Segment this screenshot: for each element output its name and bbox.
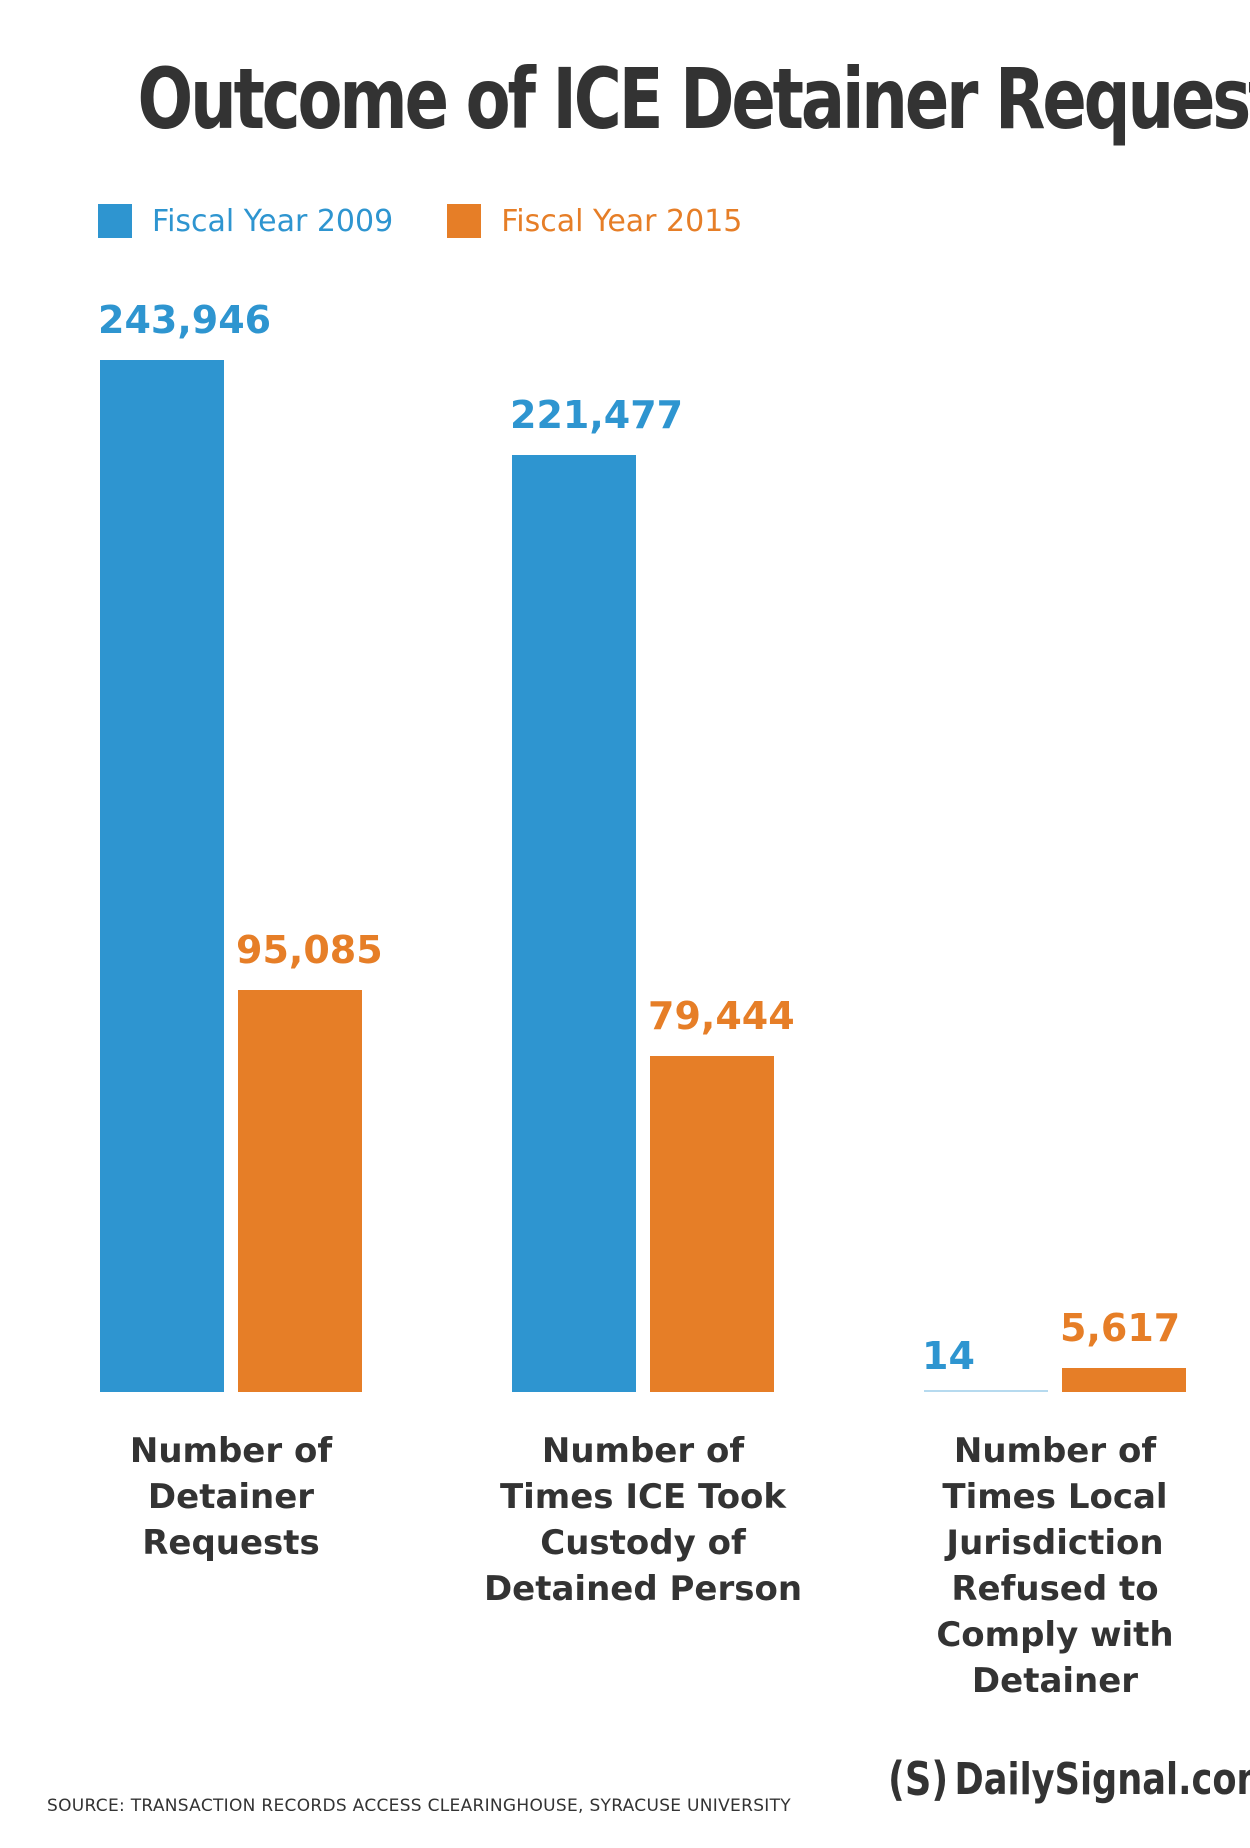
category-label-2-line-4: Detained Person: [483, 1569, 803, 1609]
category-label-2-line-3: Custody of: [540, 1523, 746, 1563]
value-label-fy2015-cat1: 95,085: [236, 928, 383, 972]
legend-item-fy2009: Fiscal Year 2009: [98, 204, 393, 239]
value-label-fy2009-cat3: 14: [922, 1334, 975, 1378]
category-label-3-line-5: Comply with: [936, 1615, 1174, 1655]
legend-item-fy2015: Fiscal Year 2015: [447, 204, 742, 239]
chart-title: Outcome of ICE Detainer Requests: [137, 50, 1250, 148]
category-label-3-line-1: Number of: [953, 1431, 1157, 1471]
legend-swatch-fy2009: [98, 204, 132, 238]
brand-name: DailySignal.com: [954, 1753, 1250, 1805]
category-label-3-line-2: Times Local: [942, 1477, 1168, 1517]
value-label-fy2009-cat1: 243,946: [98, 298, 272, 342]
bar-fy2015-cat1: [238, 990, 362, 1392]
source-note: SOURCE: TRANSACTION RECORDS ACCESS CLEAR…: [47, 1796, 791, 1816]
bar-fy2009-cat1: [100, 360, 224, 1392]
legend-swatch-fy2015: [447, 204, 482, 238]
brand-logo: (S) DailySignal.com: [888, 1752, 1250, 1806]
value-label-fy2015-cat2: 79,444: [648, 994, 795, 1038]
value-label-fy2009-cat2: 221,477: [510, 393, 684, 437]
legend-label-fy2015: Fiscal Year 2015: [501, 203, 743, 239]
legend: Fiscal Year 2009 Fiscal Year 2015: [98, 200, 796, 242]
category-label-1: Number of Detainer Requests: [51, 1428, 411, 1566]
category-label-2: Number of Times ICE Took Custody of Detaine…: [463, 1428, 823, 1612]
category-label-1-line-3: Requests: [142, 1523, 320, 1563]
bar-fy2009-cat3: [924, 1390, 1048, 1392]
category-label-2-line-1: Number of: [541, 1431, 745, 1471]
bar-fy2015-cat2: [650, 1056, 774, 1392]
category-label-1-line-2: Detainer: [147, 1477, 315, 1517]
category-label-3-line-3: Jurisdiction: [946, 1523, 1164, 1563]
bar-fy2015-cat3: [1062, 1368, 1186, 1392]
category-label-3-line-6: Detainer: [971, 1661, 1139, 1701]
legend-label-fy2009: Fiscal Year 2009: [152, 203, 394, 239]
category-label-2-line-2: Times ICE Took: [499, 1477, 787, 1517]
bar-fy2009-cat2: [512, 455, 636, 1392]
category-label-3: Number of Times Local Jurisdiction Refused …: [875, 1428, 1235, 1704]
value-label-fy2015-cat3: 5,617: [1060, 1306, 1181, 1350]
category-label-3-line-4: Refused to: [951, 1569, 1159, 1609]
category-label-1-line-1: Number of: [129, 1431, 333, 1471]
brand-mark: (S): [888, 1752, 949, 1806]
